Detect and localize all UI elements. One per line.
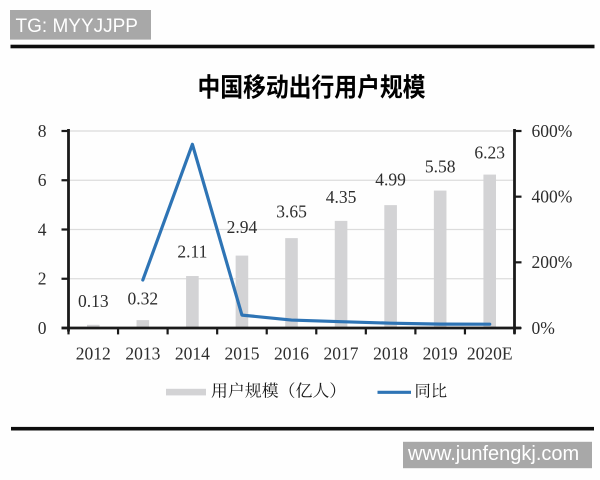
svg-text:2015: 2015 — [224, 343, 259, 363]
svg-text:0: 0 — [38, 318, 47, 338]
svg-text:3.65: 3.65 — [276, 202, 307, 222]
svg-text:4.35: 4.35 — [326, 187, 357, 207]
svg-text:2014: 2014 — [175, 343, 210, 363]
svg-text:400%: 400% — [532, 186, 573, 206]
svg-text:www.junfengkj.com: www.junfengkj.com — [407, 443, 579, 465]
svg-text:0.32: 0.32 — [128, 289, 159, 309]
svg-text:6.23: 6.23 — [474, 143, 505, 163]
svg-text:4.99: 4.99 — [375, 170, 406, 190]
svg-text:200%: 200% — [532, 252, 573, 272]
svg-text:2.11: 2.11 — [177, 242, 207, 262]
svg-text:600%: 600% — [532, 121, 573, 141]
svg-text:6: 6 — [38, 170, 47, 190]
svg-text:2018: 2018 — [373, 343, 408, 363]
svg-text:2016: 2016 — [274, 343, 309, 363]
svg-text:2017: 2017 — [324, 343, 359, 363]
svg-text:0.13: 0.13 — [78, 291, 109, 311]
svg-text:TG: MYYJJPP: TG: MYYJJPP — [16, 16, 138, 37]
svg-text:8: 8 — [38, 121, 47, 141]
svg-text:0%: 0% — [532, 318, 555, 338]
svg-text:4: 4 — [38, 219, 47, 239]
svg-text:2013: 2013 — [125, 343, 160, 363]
svg-text:2020E: 2020E — [467, 343, 513, 363]
svg-text:2012: 2012 — [76, 343, 111, 363]
svg-text:2: 2 — [38, 269, 47, 289]
svg-text:5.58: 5.58 — [425, 157, 456, 177]
svg-text:2019: 2019 — [423, 343, 458, 363]
svg-text:2.94: 2.94 — [227, 217, 258, 237]
